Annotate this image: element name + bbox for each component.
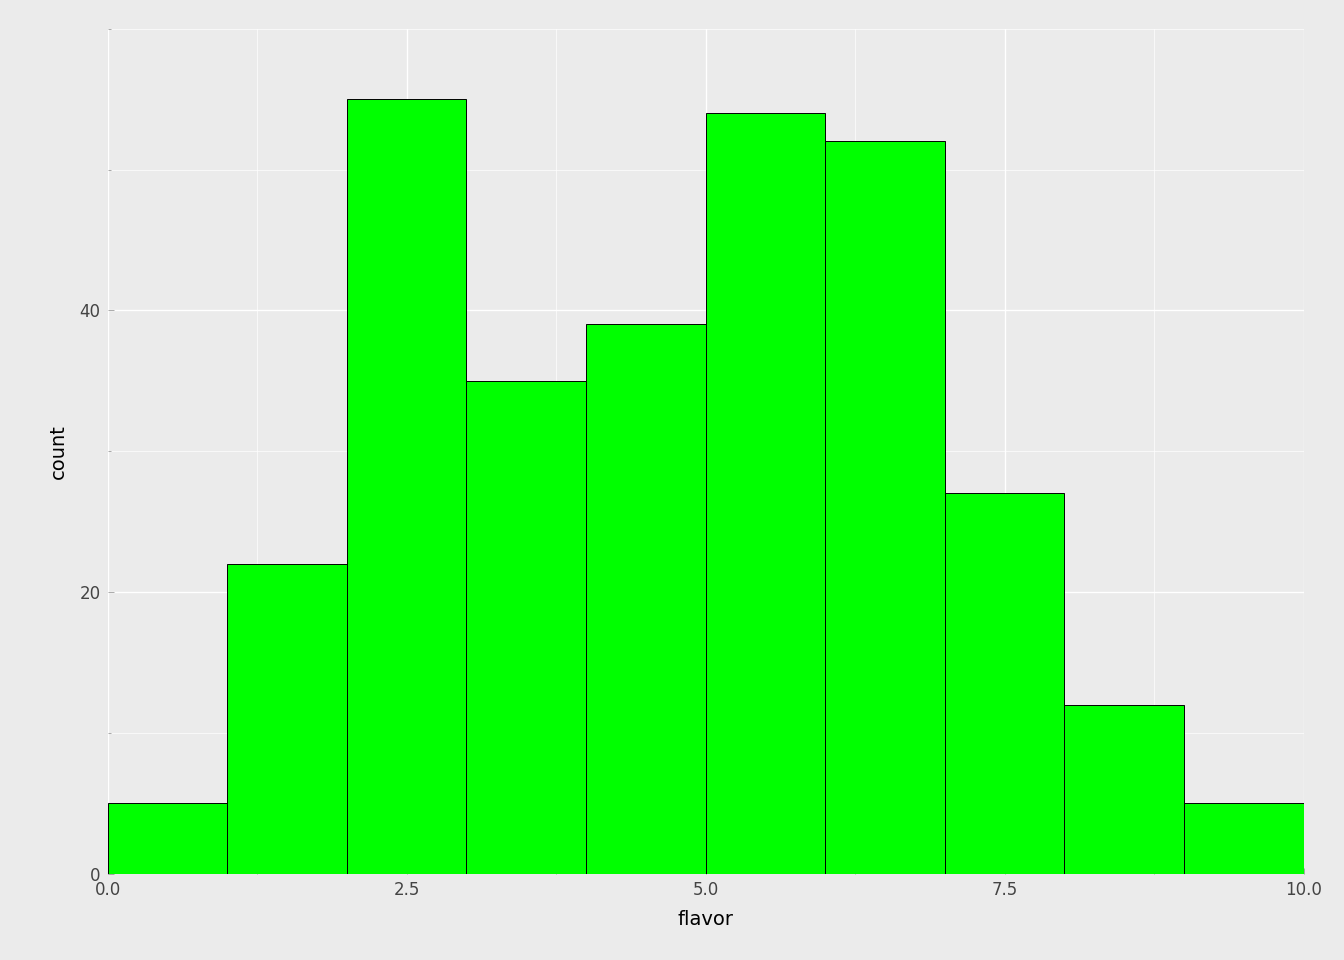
Bar bbox=[347, 99, 466, 874]
Bar bbox=[825, 141, 945, 874]
Bar bbox=[466, 381, 586, 874]
Bar bbox=[1184, 804, 1304, 874]
Bar bbox=[586, 324, 706, 874]
X-axis label: flavor: flavor bbox=[677, 910, 734, 928]
Bar bbox=[706, 113, 825, 874]
Bar bbox=[945, 493, 1064, 874]
Y-axis label: count: count bbox=[50, 423, 69, 479]
Bar bbox=[108, 804, 227, 874]
Bar bbox=[1064, 705, 1184, 874]
Bar bbox=[227, 564, 347, 874]
